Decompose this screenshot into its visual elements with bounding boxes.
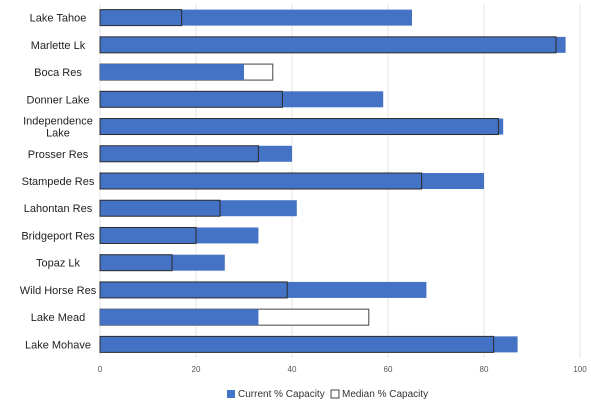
current-bar — [100, 200, 297, 217]
category-label: Lake Tahoe — [30, 13, 87, 25]
category-label: Lake Mead — [31, 312, 85, 324]
median-bar — [99, 9, 183, 27]
x-tick-label: 80 — [480, 365, 489, 374]
median-bar — [99, 226, 197, 244]
median-bar — [99, 254, 173, 272]
current-bar — [100, 9, 412, 26]
current-bar — [100, 145, 292, 162]
x-tick-label: 60 — [384, 365, 393, 374]
median-bar — [99, 172, 423, 190]
median-bar — [99, 118, 499, 136]
median-bar — [99, 335, 495, 353]
category-label: Lake Mohave — [25, 339, 91, 351]
current-bar — [100, 227, 259, 244]
median-bar — [99, 36, 557, 54]
current-bar — [100, 91, 384, 108]
current-bar — [100, 118, 504, 135]
median-bar — [99, 199, 221, 217]
legend-label-median: Median % Capacity — [342, 389, 428, 400]
legend-swatch-median — [330, 389, 340, 399]
category-label: Topaz Lk — [36, 258, 81, 270]
category-label: Stampede Res — [22, 176, 95, 188]
x-tick-label: 20 — [192, 365, 201, 374]
x-tick-label: 0 — [98, 365, 103, 374]
median-bar — [99, 90, 283, 108]
x-tick-label: 40 — [288, 365, 297, 374]
category-label: Prosser Res — [28, 149, 89, 161]
legend-label-current: Current % Capacity — [238, 389, 325, 400]
category-label: Bridgeport Res — [21, 230, 95, 242]
current-bar — [100, 254, 225, 271]
category-label: Donner Lake — [27, 94, 90, 106]
category-label: Independence Lake — [23, 116, 93, 140]
category-label: Lahontan Res — [24, 203, 93, 215]
median-bar — [99, 145, 259, 163]
category-label: Wild Horse Res — [20, 285, 97, 297]
current-bar — [100, 281, 427, 298]
category-label: Marlette Lk — [31, 40, 86, 52]
category-label: Boca Res — [34, 67, 82, 79]
current-bar — [100, 36, 566, 53]
legend-swatch-current — [227, 390, 235, 398]
current-bar — [100, 173, 484, 189]
x-tick-label: 100 — [573, 365, 587, 374]
median-bar — [99, 281, 288, 299]
current-bar — [100, 64, 244, 81]
current-bar — [100, 309, 259, 326]
current-bar — [100, 336, 518, 353]
